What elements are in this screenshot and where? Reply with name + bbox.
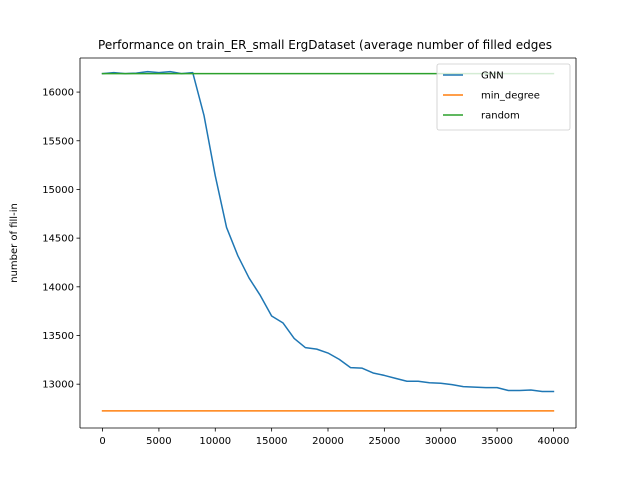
legend-box bbox=[436, 63, 571, 131]
x-tick-label: 20000 bbox=[312, 436, 344, 447]
axes-frame bbox=[79, 57, 577, 429]
legend-label: GNN bbox=[481, 71, 504, 82]
x-tick-label: 5000 bbox=[146, 436, 171, 447]
y-tick-label: 13000 bbox=[42, 380, 74, 391]
legend-label: random bbox=[481, 111, 520, 122]
y-tick-label: 14500 bbox=[42, 234, 74, 245]
y-axis-label: number of fill-in bbox=[9, 203, 20, 283]
y-tick-label: 15000 bbox=[42, 185, 74, 196]
y-tick-label: 13500 bbox=[42, 331, 74, 342]
y-tick-label: 15500 bbox=[42, 136, 74, 147]
x-tick-label: 30000 bbox=[425, 436, 457, 447]
x-tick-label: 25000 bbox=[368, 436, 400, 447]
chart-title: Performance on train_ER_small ErgDataset… bbox=[98, 38, 552, 52]
x-tick-label: 0 bbox=[99, 436, 105, 447]
x-tick-label: 35000 bbox=[481, 436, 513, 447]
legend-label: min_degree bbox=[481, 91, 540, 102]
ticks-layer: 0 5000 10000 15000 20000 25000 30000 35000 40000… bbox=[42, 88, 569, 447]
y-tick-label: 16000 bbox=[42, 88, 74, 99]
x-tick-label: 40000 bbox=[538, 436, 570, 447]
x-tick-label: 10000 bbox=[199, 436, 231, 447]
x-tick-label: 15000 bbox=[256, 436, 288, 447]
y-tick-label: 14000 bbox=[42, 282, 74, 293]
